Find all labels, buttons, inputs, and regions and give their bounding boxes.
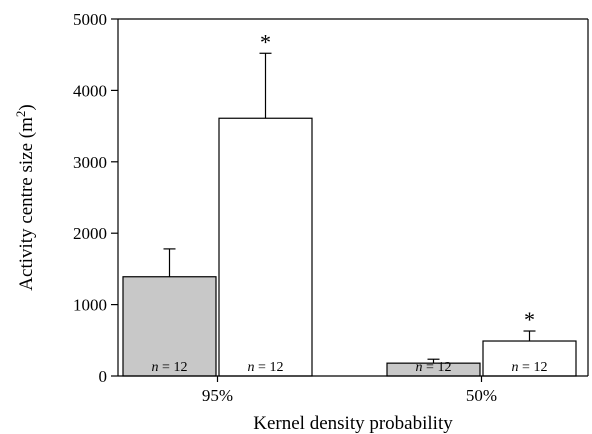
sample-size-label: n = 12	[512, 360, 548, 375]
sample-size-label: n = 12	[248, 360, 284, 375]
plot-area: n = 12 n = 12 * n = 12 n = 12 *	[118, 18, 589, 377]
y-tick-label: 1000	[73, 296, 107, 315]
significance-marker: *	[524, 307, 535, 332]
y-tick-label: 4000	[73, 81, 107, 100]
y-axis-title: Activity centre size (m2)	[13, 104, 37, 290]
x-tick-label: 95%	[202, 386, 233, 405]
y-tick-label: 2000	[73, 224, 107, 243]
bar	[218, 117, 313, 377]
bar	[122, 276, 217, 377]
y-tick-label: 0	[99, 367, 108, 386]
y-tick-label: 3000	[73, 153, 107, 172]
sample-size-label: n = 12	[416, 360, 452, 375]
x-axis-title: Kernel density probability	[253, 413, 453, 434]
y-axis-title-main: Activity centre size (m	[16, 117, 37, 291]
y-axis-title-superscript: 2	[13, 111, 28, 118]
y-axis-title-close: )	[16, 104, 37, 110]
bar	[482, 340, 577, 377]
x-tick-label: 50%	[466, 386, 497, 405]
significance-marker: *	[260, 29, 271, 54]
y-tick-label: 5000	[73, 10, 107, 29]
y-axis: 0 1000 2000 3000 4000 5000	[73, 10, 119, 386]
sample-size-label: n = 12	[152, 360, 188, 375]
x-axis: 95% 50%	[118, 375, 588, 405]
